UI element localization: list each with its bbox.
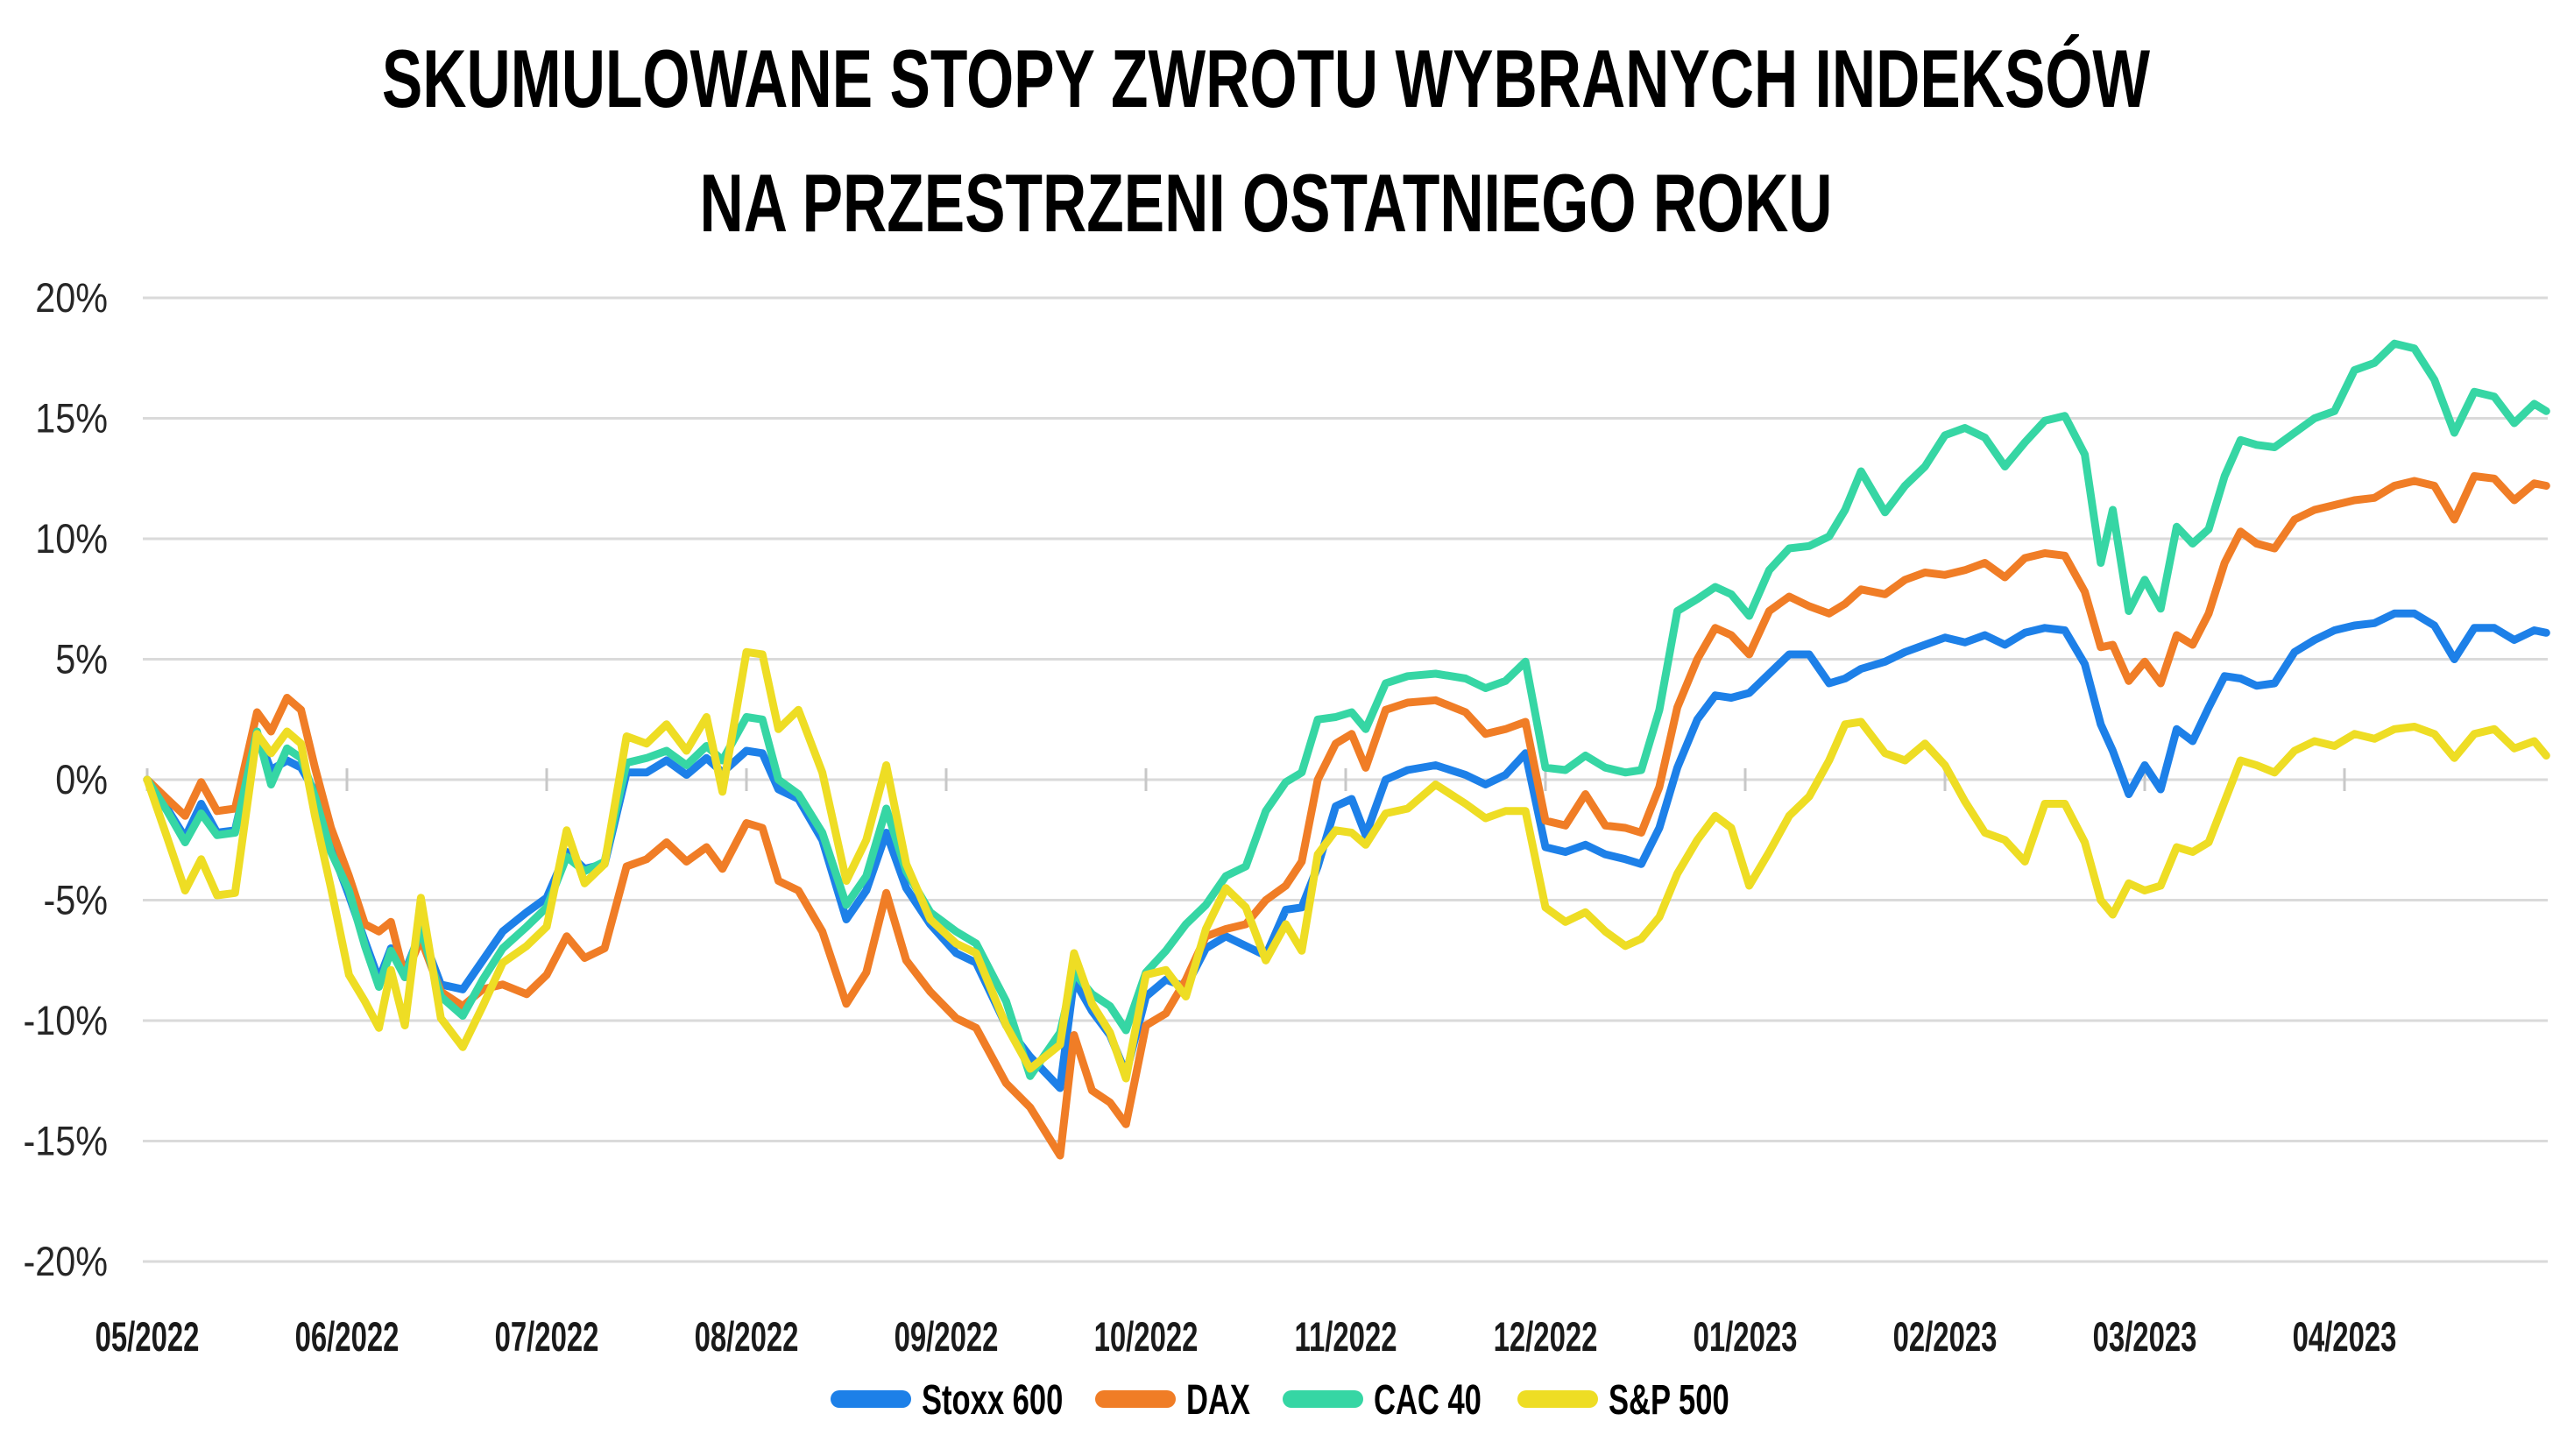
x-tick-label: 01/2023 [1694,1313,1798,1360]
y-tick-label: 5% [55,637,108,682]
x-tick-label: 12/2022 [1494,1313,1598,1360]
axis-labels: 20% 15% 10% 5% 0% -5% -10% -15% -20% 05/2022 06/20… [23,276,2396,1361]
x-tick-label: 07/2022 [495,1313,599,1360]
x-tick-label: 05/2022 [95,1313,200,1360]
legend-label: DAX [1186,1375,1250,1423]
y-tick-label: -20% [23,1240,108,1285]
x-tick-label: 06/2022 [295,1313,400,1360]
legend-item-cac-40: CAC 40 [1283,1375,1482,1423]
x-tick-label: 10/2022 [1094,1313,1199,1360]
y-tick-label: 0% [55,758,108,803]
x-tick-label: 04/2023 [2293,1313,2397,1360]
y-tick-label: 10% [35,517,108,562]
legend-item-dax: DAX [1095,1375,1250,1423]
legend-label: CAC 40 [1374,1375,1482,1423]
y-tick-label: 15% [35,396,108,442]
y-tick-label: 20% [35,276,108,322]
y-tick-label: -15% [23,1119,108,1164]
x-tick-label: 09/2022 [895,1313,999,1360]
series-line-cac-40 [143,339,2550,1080]
y-tick-label: -5% [43,878,108,923]
data-series [143,339,2550,1160]
x-tick-label: 08/2022 [695,1313,799,1360]
chart-title-line1: SKUMULOWANE STOPY ZWROTU WYBRANYCH INDEK… [382,32,2150,125]
series-line-s-p-500 [143,647,2550,1083]
legend-label: Stoxx 600 [922,1375,1063,1423]
x-tick-label: 02/2023 [1893,1313,1998,1360]
gridlines [143,296,2548,1263]
x-tick-label: 03/2023 [2093,1313,2197,1360]
chart-title-line2: NA PRZESTRZENI OSTATNIEGO ROKU [699,157,1832,250]
x-tick-label: 11/2022 [1294,1313,1397,1360]
legend-label: S&P 500 [1609,1375,1729,1423]
y-tick-label: -10% [23,999,108,1044]
series-line-dax [143,472,2550,1160]
legend: Stoxx 600 DAX CAC 40 S&P 500 [831,1375,1729,1423]
legend-item-s-p-500: S&P 500 [1517,1375,1729,1423]
series-line-stoxx-600 [143,609,2550,1092]
legend-item-stoxx-600: Stoxx 600 [831,1375,1063,1423]
